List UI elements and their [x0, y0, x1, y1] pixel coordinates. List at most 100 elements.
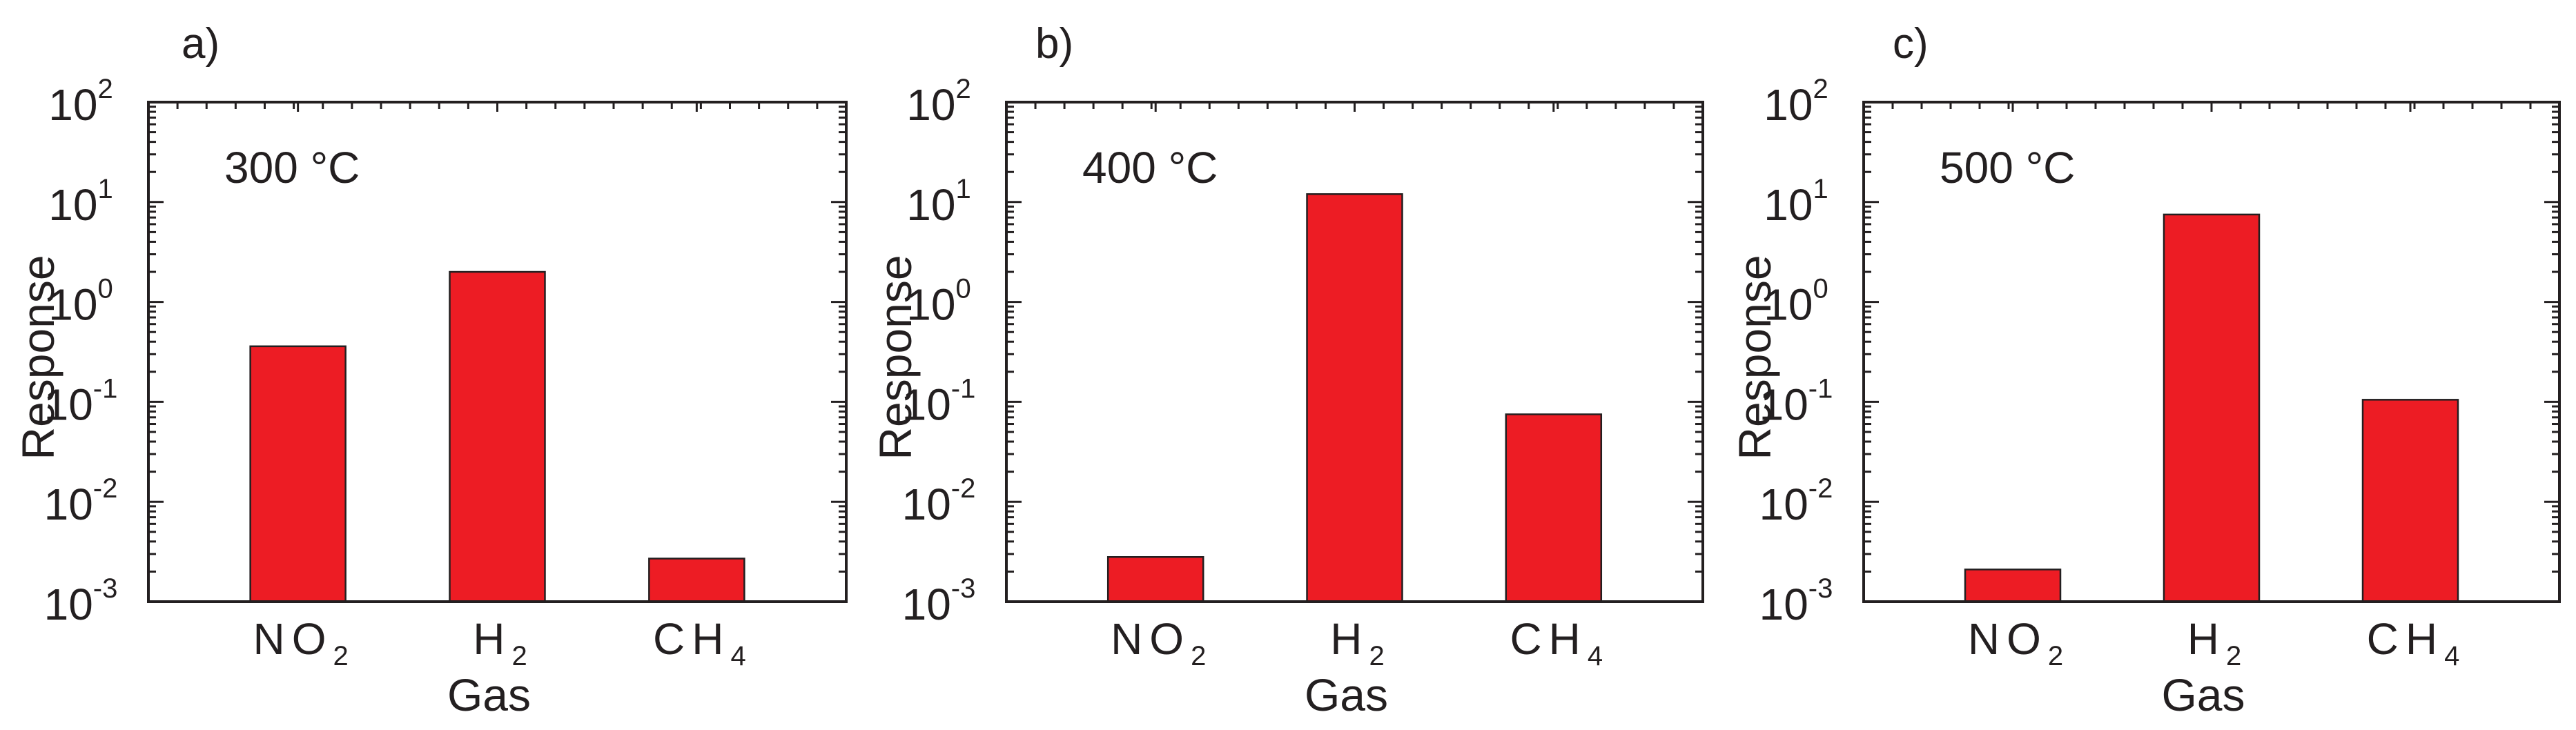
y-tick-label-base: 10 [1764, 180, 1813, 230]
y-tick-label-base: 10 [44, 379, 93, 429]
y-tick-label-base: 10 [44, 480, 93, 529]
y-tick-label: 100 [1764, 274, 1828, 330]
y-tick-label: 10-1 [44, 373, 118, 429]
y-tick-label-exponent: 0 [97, 274, 113, 304]
y-tick-label-base: 10 [902, 580, 951, 629]
y-tick-label: 10-3 [902, 573, 976, 629]
y-tick-label-exponent: 0 [1813, 274, 1828, 304]
y-tick-label-base: 10 [48, 80, 97, 130]
panel-label: a) [182, 20, 219, 68]
y-tick-label-exponent: 2 [1813, 74, 1828, 104]
x-tick-label-subscript: 2 [1369, 641, 1384, 671]
y-tick-label-base: 10 [906, 180, 955, 230]
y-tick-label-exponent: 1 [97, 174, 113, 204]
y-tick-label: 100 [906, 274, 970, 330]
y-tick-label-base: 10 [1759, 379, 1808, 429]
y-tick-label-exponent: -3 [93, 573, 118, 604]
bar-no2 [1964, 569, 2062, 603]
x-tick-label: CH4 [2367, 614, 2460, 671]
y-tick-label: 10-3 [44, 573, 118, 629]
x-tick-label-main: NO [253, 614, 333, 664]
y-tick-label: 10-2 [1759, 473, 1833, 529]
x-tick-label-subscript: 2 [511, 641, 527, 671]
bar-h2 [1306, 193, 1403, 603]
y-tick-label: 101 [1764, 174, 1828, 230]
x-tick-label-subscript: 4 [2444, 641, 2459, 671]
y-tick-label-base: 10 [1764, 280, 1813, 330]
temperature-label: 500 °C [1940, 143, 2075, 193]
y-axis-title: Response [12, 255, 64, 460]
y-tick-label-exponent: -1 [951, 373, 976, 404]
y-tick-label-base: 10 [906, 280, 955, 330]
y-tick-label-base: 10 [48, 180, 97, 230]
x-tick-label: CH4 [1510, 614, 1603, 671]
y-tick-label-exponent: 1 [955, 174, 970, 204]
x-tick-label: NO2 [1111, 614, 1206, 671]
x-axis-title: Gas [1305, 669, 1388, 720]
y-tick-label-exponent: -2 [1808, 473, 1833, 504]
x-tick-label-main: CH [2367, 614, 2444, 664]
x-tick-label-main: NO [1968, 614, 2048, 664]
y-tick-label-base: 10 [1759, 580, 1808, 629]
y-tick-label-exponent: 1 [1813, 174, 1828, 204]
x-tick-label: NO2 [1968, 614, 2063, 671]
bar-ch4 [1505, 413, 1603, 603]
y-tick-label: 101 [48, 174, 113, 230]
bar-ch4 [648, 558, 745, 603]
x-tick-label-main: CH [1510, 614, 1587, 664]
panel-label: c) [1893, 20, 1929, 68]
y-tick-label-exponent: -1 [93, 373, 118, 404]
bar-h2 [2163, 213, 2261, 603]
x-tick-label-subscript: 2 [2226, 641, 2241, 671]
y-tick-label: 102 [1764, 74, 1828, 130]
y-tick-label: 10-2 [44, 473, 118, 529]
y-tick-label: 10-1 [1759, 373, 1833, 429]
y-tick-label: 10-2 [902, 473, 976, 529]
x-tick-label: NO2 [253, 614, 349, 671]
y-tick-label-base: 10 [44, 580, 93, 629]
y-tick-label-exponent: 2 [955, 74, 970, 104]
y-tick-label: 101 [906, 174, 970, 230]
y-tick-label-base: 10 [1764, 80, 1813, 130]
y-tick-label-exponent: -1 [1808, 373, 1833, 404]
y-tick-label-exponent: -2 [93, 473, 118, 504]
y-axis-title: Response [870, 255, 921, 460]
x-axis-title: Gas [447, 669, 531, 720]
y-axis-title: Response [1729, 255, 1780, 460]
y-tick-label: 10-1 [902, 373, 976, 429]
x-tick-label-subscript: 2 [333, 641, 349, 671]
x-tick-label: H2 [473, 614, 527, 671]
y-tick-label-base: 10 [902, 480, 951, 529]
x-tick-label-main: H [2187, 614, 2226, 664]
bar-no2 [1106, 556, 1204, 603]
y-tick-label-exponent: -3 [1808, 573, 1833, 604]
y-tick-label-base: 10 [48, 280, 97, 330]
x-tick-label-subscript: 2 [1191, 641, 1206, 671]
y-tick-label-base: 10 [1759, 480, 1808, 529]
x-tick-label: CH4 [653, 614, 746, 671]
y-tick-label-base: 10 [902, 379, 951, 429]
x-tick-label-main: H [1330, 614, 1369, 664]
x-tick-label: H2 [2187, 614, 2241, 671]
x-tick-label-main: H [473, 614, 511, 664]
y-tick-label-exponent: 2 [97, 74, 113, 104]
x-tick-label-main: NO [1111, 614, 1191, 664]
x-tick-label-subscript: 4 [730, 641, 745, 671]
x-tick-label: H2 [1330, 614, 1384, 671]
y-tick-label: 100 [48, 274, 113, 330]
bar-ch4 [2361, 399, 2459, 603]
x-tick-label-subscript: 4 [1588, 641, 1603, 671]
x-axis-title: Gas [2161, 669, 2245, 720]
y-tick-label: 102 [48, 74, 113, 130]
panel-label: b) [1035, 20, 1073, 68]
x-tick-label-main: CH [653, 614, 730, 664]
bar-no2 [249, 345, 347, 603]
y-tick-label-base: 10 [906, 80, 955, 130]
y-tick-label-exponent: -2 [951, 473, 976, 504]
bar-h2 [449, 270, 546, 603]
y-tick-label: 102 [906, 74, 970, 130]
